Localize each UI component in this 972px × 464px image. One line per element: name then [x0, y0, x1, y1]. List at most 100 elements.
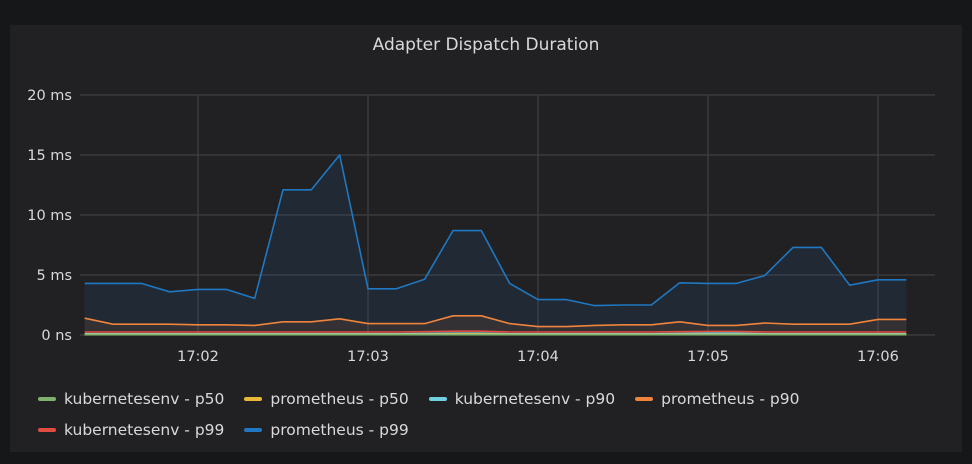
y-tick-label: 20 ms — [27, 88, 72, 104]
data-point — [339, 334, 341, 336]
data-point — [339, 318, 341, 320]
data-point — [169, 291, 171, 293]
data-point — [877, 279, 879, 281]
data-point — [112, 283, 114, 285]
data-point — [197, 334, 199, 336]
data-point — [537, 331, 539, 333]
data-point — [792, 334, 794, 336]
data-point — [821, 331, 823, 333]
data-point — [197, 289, 199, 291]
data-point — [481, 330, 483, 332]
data-point — [424, 331, 426, 333]
legend-swatch[interactable] — [38, 396, 56, 401]
data-point — [311, 331, 313, 333]
legend-label[interactable]: kubernetesenv - p50 — [64, 389, 225, 408]
data-point — [651, 331, 653, 333]
data-point — [282, 334, 284, 336]
data-point — [566, 334, 568, 336]
data-point — [254, 334, 256, 336]
data-point — [679, 331, 681, 333]
series-area-3 — [84, 315, 907, 335]
data-point — [396, 334, 398, 336]
data-point — [736, 331, 738, 333]
data-point — [84, 334, 86, 336]
legend-swatch[interactable] — [428, 396, 447, 401]
data-point — [821, 323, 823, 325]
data-point — [764, 275, 766, 277]
data-point — [226, 334, 228, 336]
data-point — [877, 331, 879, 333]
legend-item[interactable]: kubernetesenv - p50 — [38, 390, 224, 408]
data-point — [452, 334, 454, 336]
data-point — [197, 331, 199, 333]
data-point — [339, 154, 341, 156]
legend-label[interactable]: prometheus - p99 — [270, 420, 409, 439]
data-point — [112, 331, 114, 333]
data-point — [509, 331, 511, 333]
data-point — [452, 315, 454, 317]
data-point — [509, 323, 511, 325]
data-point — [282, 331, 284, 333]
x-tick-label: 17:05 — [687, 349, 729, 365]
data-point — [877, 334, 879, 336]
y-tick-label: 15 ms — [27, 148, 72, 164]
legend-swatch[interactable] — [244, 396, 263, 401]
data-point — [622, 304, 624, 306]
data-point — [651, 304, 653, 306]
data-point — [84, 331, 86, 333]
data-point — [764, 331, 766, 333]
legend-item[interactable]: prometheus - p99 — [244, 420, 409, 439]
legend-item[interactable]: kubernetesenv - p90 — [428, 389, 616, 408]
data-point — [169, 331, 171, 333]
data-point — [424, 334, 426, 336]
x-tick-label: 17:04 — [517, 349, 559, 365]
legend-swatch[interactable] — [635, 396, 654, 401]
data-point — [764, 322, 766, 324]
legend-swatch[interactable] — [38, 427, 56, 432]
series-line-5 — [84, 154, 907, 307]
data-point — [792, 247, 794, 249]
data-point — [367, 323, 369, 325]
data-point — [112, 323, 114, 325]
data-point — [84, 317, 86, 319]
data-point — [622, 334, 624, 336]
data-point — [141, 283, 143, 285]
data-point — [849, 284, 851, 286]
data-point — [679, 321, 681, 323]
legend-item[interactable]: kubernetesenv - p99 — [38, 421, 224, 439]
data-point — [254, 325, 256, 327]
data-point — [651, 324, 653, 326]
data-point — [906, 279, 908, 281]
legend-label[interactable]: kubernetesenv - p99 — [64, 420, 225, 439]
panel-title[interactable]: Adapter Dispatch Duration — [372, 35, 600, 55]
x-tick-label: 17:06 — [857, 349, 899, 365]
data-point — [169, 334, 171, 336]
data-point — [764, 334, 766, 336]
legend-item[interactable]: prometheus - p50 — [244, 389, 409, 408]
legend-item[interactable]: prometheus - p90 — [635, 390, 799, 408]
data-point — [651, 334, 653, 336]
series-line-4 — [84, 330, 907, 333]
data-point — [707, 325, 709, 327]
data-point — [254, 298, 256, 300]
data-point — [792, 323, 794, 325]
data-point — [821, 334, 823, 336]
data-point — [311, 334, 313, 336]
data-point — [396, 331, 398, 333]
data-point — [197, 324, 199, 326]
data-point — [141, 331, 143, 333]
legend-label[interactable]: kubernetesenv - p90 — [454, 389, 616, 408]
legend-row: kubernetesenv - p50 prometheus - p50 kuber… — [38, 383, 938, 414]
graph-panel: Adapter Dispatch Duration 0 ns 5 ms 10 ms 1… — [10, 25, 962, 452]
legend-swatch[interactable] — [244, 427, 263, 432]
legend: kubernetesenv - p50 prometheus - p50 kuber… — [38, 383, 938, 445]
legend-label[interactable]: prometheus - p50 — [270, 389, 409, 408]
data-point — [537, 334, 539, 336]
data-point — [622, 324, 624, 326]
data-point — [452, 230, 454, 232]
data-point — [537, 299, 539, 301]
data-point — [339, 331, 341, 333]
data-point — [566, 326, 568, 328]
data-point — [424, 323, 426, 325]
legend-label[interactable]: prometheus - p90 — [661, 389, 800, 408]
